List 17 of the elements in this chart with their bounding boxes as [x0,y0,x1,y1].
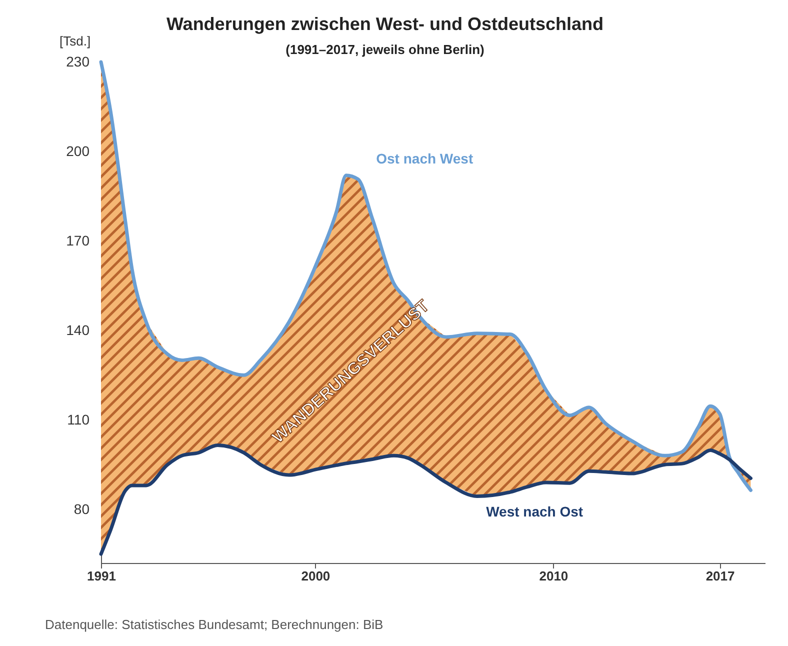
series-label: Ost nach West [376,150,474,166]
x-tick-label: 1991 [87,568,116,584]
x-tick-label: 2010 [539,568,568,584]
text: Datenquelle: Statistisches Bundesamt; Berechnungen: BiB [45,617,384,632]
y-tick-label: 140 [66,322,90,338]
line-series [99,443,752,556]
y-axis-title: [Tsd.] [60,34,91,48]
x-tick-label: 2000 [301,568,330,584]
y-tick-label: 80 [74,500,90,517]
y-tick-label: 230 [66,54,90,70]
y-tick-label: 170 [66,232,90,248]
series-label: West nach Ost [486,503,584,520]
chart-subtitle: (1991–2017, jeweils ohne Berlin) [286,42,484,57]
y-tick-label: 110 [67,411,90,428]
chart-title: Wanderungen zwischen West- und Ostdeutschland [166,14,604,34]
x-tick-label: 2017 [706,568,735,584]
y-tick-label: 200 [66,142,90,159]
